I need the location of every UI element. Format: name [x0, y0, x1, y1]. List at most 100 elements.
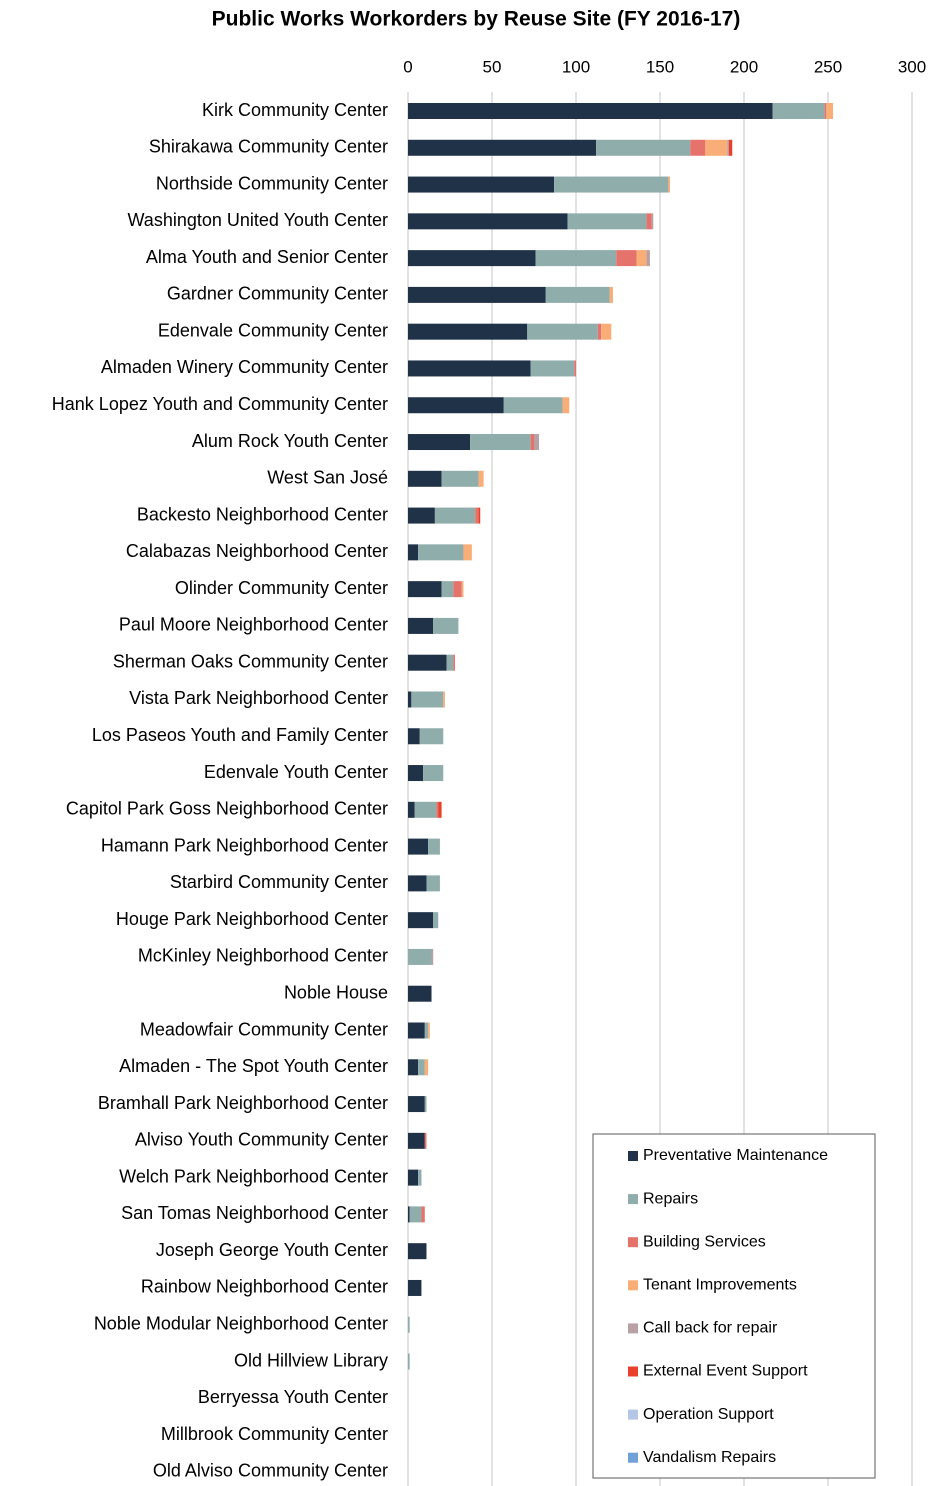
- bar-segment: [408, 985, 432, 1002]
- legend-swatch: [628, 1323, 638, 1334]
- bar-segment: [651, 213, 654, 230]
- bar-segment: [824, 103, 827, 119]
- bar-segment: [423, 765, 444, 782]
- bar-segment: [530, 360, 575, 377]
- legend-label: External Event Support: [643, 1363, 808, 1380]
- y-tick-label: Old Hillview Library: [234, 1350, 388, 1370]
- y-tick-label: Rainbow Neighborhood Center: [141, 1277, 388, 1297]
- x-tick-label: 150: [646, 57, 674, 76]
- bar-segment: [424, 1059, 429, 1076]
- y-tick-label: Los Paseos Youth and Family Center: [92, 725, 388, 745]
- y-tick-label: Starbird Community Center: [170, 872, 388, 892]
- legend-label: Repairs: [643, 1190, 698, 1207]
- legend-label: Vandalism Repairs: [643, 1449, 776, 1466]
- bar-segment: [418, 1169, 422, 1186]
- legend-swatch: [628, 1194, 638, 1205]
- bar-segment: [408, 1059, 419, 1076]
- bar-segment: [478, 470, 484, 487]
- bar-segment: [409, 1206, 422, 1223]
- legend-swatch: [628, 1237, 638, 1248]
- y-tick-label: Sherman Oaks Community Center: [113, 651, 388, 671]
- bar-segment: [433, 617, 459, 634]
- y-tick-label: Calabazas Neighborhood Center: [126, 541, 388, 561]
- bar-segment: [470, 434, 531, 451]
- bar-segment: [408, 1096, 425, 1113]
- bar-segment: [535, 250, 617, 267]
- bar-segment: [475, 507, 479, 524]
- bar-segment: [668, 176, 671, 193]
- bar-segment: [408, 948, 432, 965]
- bar-segment: [436, 801, 439, 818]
- x-tick-label: 50: [483, 57, 502, 76]
- legend-box: [592, 1133, 876, 1479]
- bar-segment: [408, 838, 429, 855]
- bar-segment: [408, 250, 536, 267]
- y-tick-label: Hamann Park Neighborhood Center: [101, 835, 388, 855]
- bar-segment: [463, 544, 472, 561]
- y-tick-label: Old Alviso Community Center: [153, 1461, 388, 1481]
- bar-segment: [408, 507, 435, 524]
- x-tick-label: 300: [898, 57, 926, 76]
- bar-segment: [616, 250, 637, 267]
- y-tick-label: Almaden Winery Community Center: [101, 357, 388, 377]
- bar-segment: [421, 1206, 425, 1223]
- y-tick-label: Capitol Park Goss Neighborhood Center: [66, 799, 388, 819]
- bar-segment: [408, 544, 419, 561]
- bar-segment: [418, 1059, 425, 1076]
- bar-segment: [408, 875, 427, 892]
- bar-segment: [428, 838, 440, 855]
- x-tick-label: 0: [403, 57, 412, 76]
- bar-segment: [453, 654, 456, 671]
- legend-label: Call back for repair: [643, 1320, 778, 1337]
- bar-segment: [408, 691, 412, 708]
- bar-segment: [431, 948, 434, 965]
- bar-segment: [418, 544, 464, 561]
- bar-segment: [646, 213, 652, 230]
- bar-segment: [411, 691, 444, 708]
- bar-segment: [408, 286, 546, 303]
- bar-segment: [609, 286, 613, 303]
- bar-segment: [636, 250, 647, 267]
- bar-segment: [408, 1279, 422, 1296]
- x-tick-label: 250: [814, 57, 842, 76]
- bar-segment: [408, 1206, 410, 1223]
- y-tick-label: Alviso Youth Community Center: [135, 1130, 388, 1150]
- y-tick-label: Edenvale Youth Center: [204, 762, 388, 782]
- legend-label: Tenant Improvements: [643, 1277, 797, 1294]
- bar-segment: [408, 728, 420, 745]
- bar-segment: [408, 360, 531, 377]
- bar-segment: [441, 470, 479, 487]
- bar-segment: [534, 434, 540, 451]
- bar-segment: [414, 801, 437, 818]
- y-tick-label: Millbrook Community Center: [161, 1424, 388, 1444]
- legend-label: Preventative Maintenance: [643, 1147, 828, 1164]
- bar-segment: [426, 875, 440, 892]
- legend-swatch: [628, 1409, 638, 1420]
- y-tick-label: Bramhall Park Neighborhood Center: [98, 1093, 388, 1113]
- y-tick-label: Vista Park Neighborhood Center: [129, 688, 388, 708]
- bar-segment: [646, 250, 650, 267]
- bar-segment: [554, 176, 669, 193]
- bar-segment: [428, 1022, 430, 1039]
- bar-segment: [597, 323, 602, 340]
- y-tick-label: Alma Youth and Senior Center: [146, 247, 388, 267]
- bar-segment: [438, 801, 442, 818]
- bar-segment: [408, 470, 442, 487]
- bar-segment: [527, 323, 598, 340]
- y-tick-label: Paul Moore Neighborhood Center: [119, 615, 388, 635]
- bar-segment: [434, 507, 476, 524]
- y-tick-label: Welch Park Neighborhood Center: [119, 1166, 388, 1186]
- bar-segment: [408, 1169, 419, 1186]
- y-tick-label: Noble House: [284, 982, 388, 1002]
- bar-segment: [408, 103, 773, 119]
- y-tick-label: Berryessa Youth Center: [198, 1387, 388, 1407]
- bar-segment: [503, 397, 563, 414]
- bar-segment: [408, 323, 528, 340]
- y-tick-label: Kirk Community Center: [202, 100, 388, 120]
- bar-segment: [433, 912, 439, 929]
- bar-segment: [705, 139, 728, 156]
- legend-swatch: [628, 1366, 638, 1377]
- bar-segment: [408, 139, 597, 156]
- y-tick-label: Backesto Neighborhood Center: [137, 504, 388, 524]
